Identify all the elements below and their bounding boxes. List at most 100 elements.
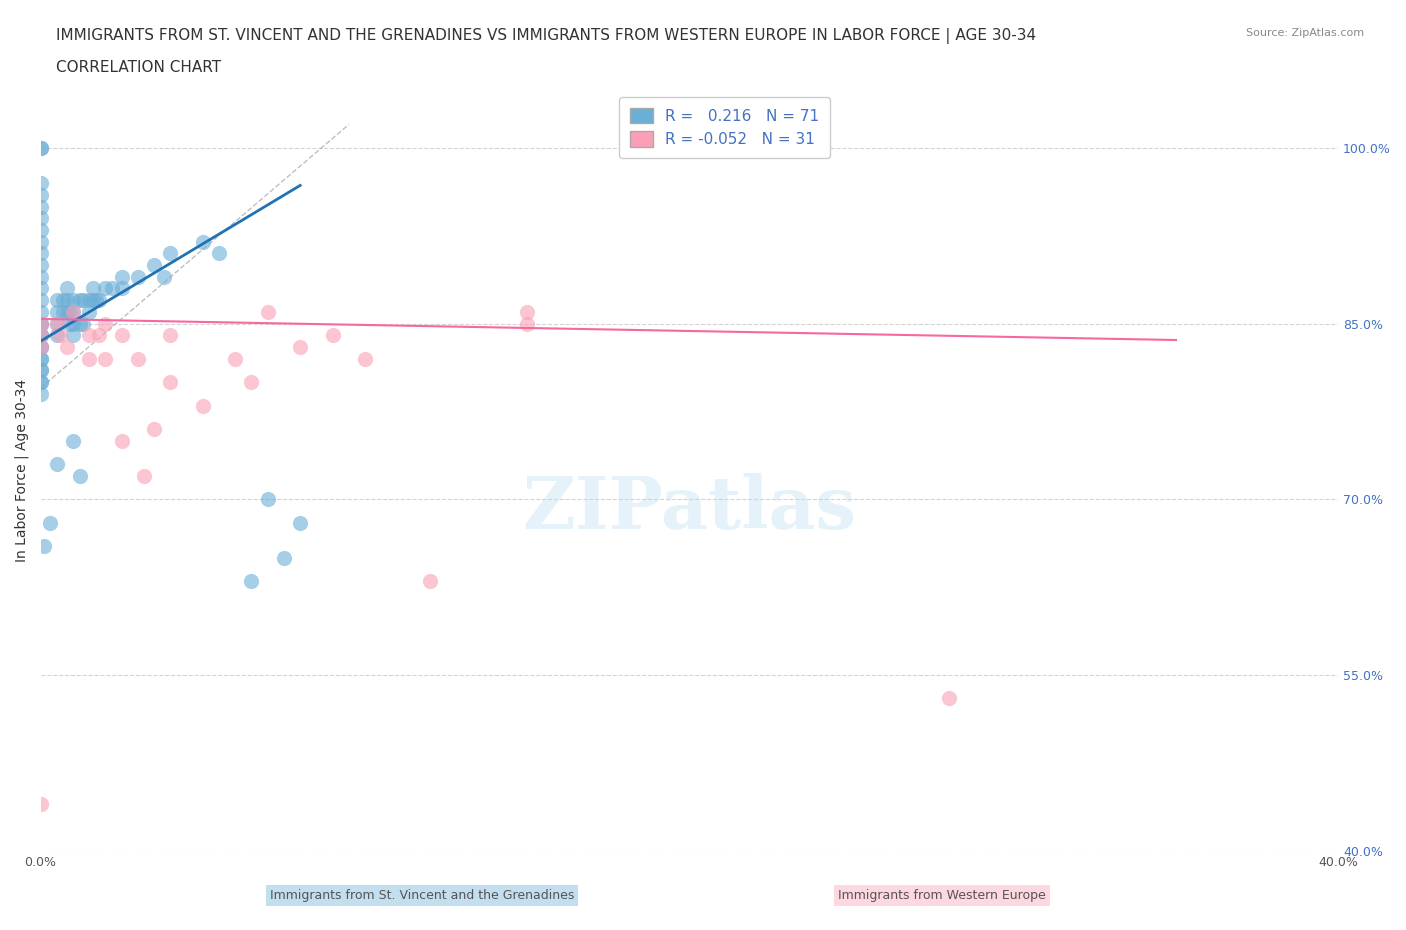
Point — [101, 281, 124, 296]
Point — [62, 293, 84, 308]
Point — [69, 293, 91, 308]
Point — [39, 515, 62, 530]
Text: Immigrants from St. Vincent and the Grenadines: Immigrants from St. Vincent and the Gren… — [270, 889, 574, 902]
Point — [52, 304, 75, 319]
Point — [30, 363, 52, 378]
Point — [127, 270, 149, 285]
Point — [30, 328, 52, 343]
Point — [30, 328, 52, 343]
Point — [30, 339, 52, 354]
Point — [30, 281, 52, 296]
Point — [62, 316, 84, 331]
Point — [55, 339, 77, 354]
Point — [143, 258, 166, 272]
Point — [77, 328, 100, 343]
Point — [30, 304, 52, 319]
Point — [159, 246, 181, 260]
Point — [84, 293, 107, 308]
Point — [256, 304, 278, 319]
Point — [30, 258, 52, 272]
Point — [45, 316, 67, 331]
Point — [87, 328, 110, 343]
Point — [111, 281, 134, 296]
Point — [30, 316, 52, 331]
Point — [62, 304, 84, 319]
Point — [77, 293, 100, 308]
Point — [30, 363, 52, 378]
Point — [45, 293, 67, 308]
Point — [59, 304, 82, 319]
Point — [62, 328, 84, 343]
Point — [30, 211, 52, 226]
Point — [208, 246, 231, 260]
Point — [191, 398, 214, 413]
Point — [77, 304, 100, 319]
Point — [69, 316, 91, 331]
Text: IMMIGRANTS FROM ST. VINCENT AND THE GRENADINES VS IMMIGRANTS FROM WESTERN EUROPE: IMMIGRANTS FROM ST. VINCENT AND THE GREN… — [56, 28, 1036, 44]
Text: CORRELATION CHART: CORRELATION CHART — [56, 60, 221, 75]
Point — [30, 352, 52, 366]
Point — [49, 328, 72, 343]
Point — [191, 234, 214, 249]
Point — [224, 352, 246, 366]
Legend: R =   0.216   N = 71, R = -0.052   N = 31: R = 0.216 N = 71, R = -0.052 N = 31 — [619, 97, 830, 158]
Point — [354, 352, 377, 366]
Point — [69, 469, 91, 484]
Point — [30, 352, 52, 366]
Point — [32, 538, 55, 553]
Point — [322, 328, 344, 343]
Point — [111, 270, 134, 285]
Point — [87, 293, 110, 308]
Point — [153, 270, 176, 285]
Point — [516, 304, 538, 319]
Point — [30, 246, 52, 260]
Text: Source: ZipAtlas.com: Source: ZipAtlas.com — [1246, 28, 1364, 38]
Point — [30, 316, 52, 331]
Y-axis label: In Labor Force | Age 30-34: In Labor Force | Age 30-34 — [15, 379, 30, 562]
Point — [30, 176, 52, 191]
Point — [30, 140, 52, 155]
Point — [94, 352, 117, 366]
Point — [30, 140, 52, 155]
Point — [159, 375, 181, 390]
Point — [82, 281, 104, 296]
Point — [127, 352, 149, 366]
Point — [72, 316, 94, 331]
Point — [134, 469, 156, 484]
Point — [62, 304, 84, 319]
Point — [30, 270, 52, 285]
Point — [77, 352, 100, 366]
Point — [30, 375, 52, 390]
Point — [111, 328, 134, 343]
Point — [52, 293, 75, 308]
Point — [30, 339, 52, 354]
Point — [30, 316, 52, 331]
Point — [94, 316, 117, 331]
Point — [938, 691, 960, 706]
Point — [30, 222, 52, 237]
Point — [256, 492, 278, 507]
Point — [82, 293, 104, 308]
Text: ZIPatlas: ZIPatlas — [523, 472, 856, 543]
Point — [62, 433, 84, 448]
Point — [55, 281, 77, 296]
Point — [111, 433, 134, 448]
Point — [45, 316, 67, 331]
Point — [72, 293, 94, 308]
Point — [45, 304, 67, 319]
Point — [55, 304, 77, 319]
Point — [30, 339, 52, 354]
Point — [240, 574, 263, 589]
Point — [288, 339, 311, 354]
Point — [30, 234, 52, 249]
Point — [45, 457, 67, 472]
Text: Immigrants from Western Europe: Immigrants from Western Europe — [838, 889, 1046, 902]
Point — [30, 375, 52, 390]
Point — [59, 316, 82, 331]
Point — [55, 293, 77, 308]
Point — [94, 281, 117, 296]
Point — [516, 316, 538, 331]
Point — [288, 515, 311, 530]
Point — [273, 551, 295, 565]
Point — [30, 328, 52, 343]
